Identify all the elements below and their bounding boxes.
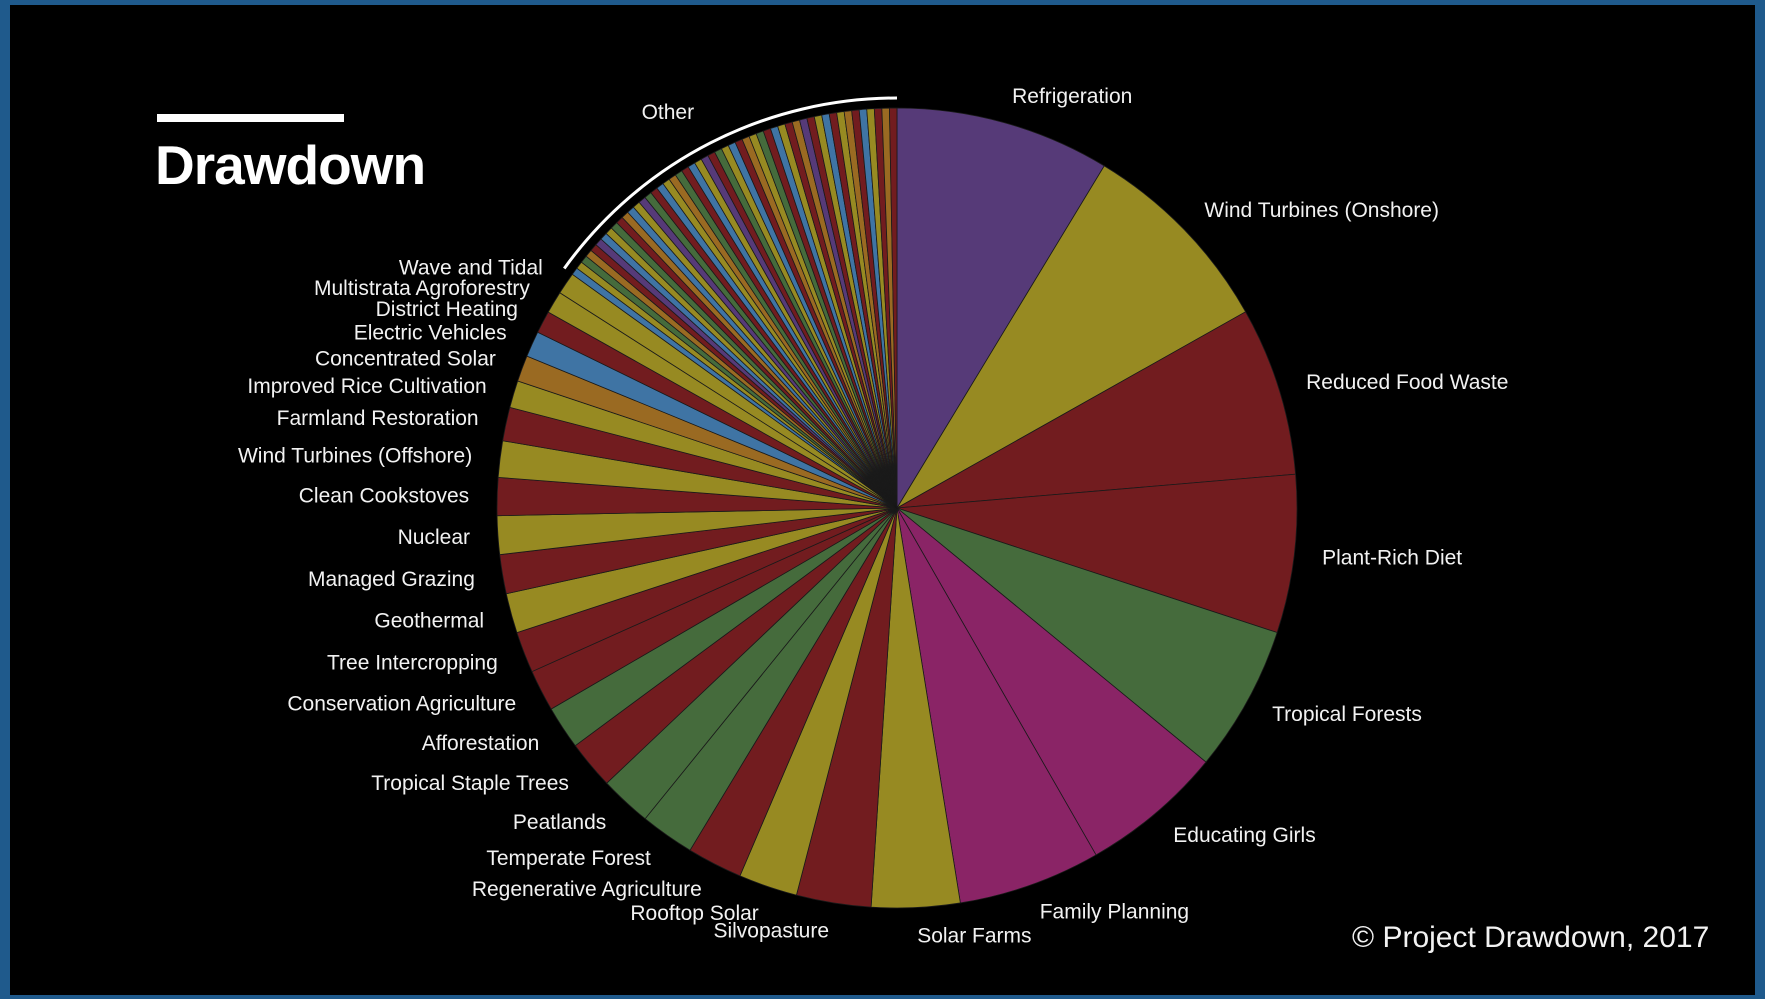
pie-slice: [896, 507, 1207, 856]
slice-label: Educating Girls: [1173, 824, 1315, 847]
slice-label: Family Planning: [1040, 901, 1189, 924]
pie-slice: [896, 311, 1297, 509]
pie-slice: [896, 107, 1105, 510]
slice-label: Concentrated Solar: [315, 348, 496, 371]
other-label: Other: [642, 101, 695, 124]
slice-label: Farmland Restoration: [277, 407, 479, 430]
slice-label: Improved Rice Cultivation: [247, 375, 486, 398]
slice-label: Electric Vehicles: [354, 322, 507, 345]
slice-label: Clean Cookstoves: [299, 485, 469, 508]
slice-label: Peatlands: [513, 811, 606, 834]
slice-label: Wind Turbines (Onshore): [1204, 199, 1439, 222]
slice-label: Conservation Agriculture: [287, 692, 516, 715]
slice-label: Wave and Tidal: [399, 257, 543, 280]
slice-label: Wind Turbines (Offshore): [238, 445, 472, 468]
other-bracket-arc: [563, 96, 898, 270]
slice-label: Managed Grazing: [308, 568, 475, 591]
slice-label: Temperate Forest: [486, 847, 651, 870]
slice-label: Nuclear: [398, 526, 470, 549]
slice-label: Plant-Rich Diet: [1322, 547, 1462, 570]
pie-slice: [896, 507, 1097, 904]
pie-slice: [895, 165, 1247, 510]
slice-labels: Refrigeration Wind Turbines (Onshore) Redu…: [238, 85, 1508, 948]
slice-label: Silvopasture: [713, 920, 829, 943]
brand-title: Drawdown: [155, 134, 426, 196]
pie-slices: [496, 107, 1298, 909]
slice-label: Tropical Staple Trees: [371, 772, 569, 795]
slice-label: Regenerative Agriculture: [472, 878, 702, 901]
slice-label: Afforestation: [422, 732, 540, 755]
copyright-notice: © Project Drawdown, 2017: [1352, 921, 1710, 954]
slice-label: Solar Farms: [917, 925, 1031, 948]
slice-label: Reduced Food Waste: [1306, 371, 1508, 394]
brand-rule: [157, 114, 344, 122]
slice-label: District Heating: [376, 298, 518, 321]
slice-label: Tree Intercropping: [327, 651, 498, 674]
pie-slice: [896, 507, 1278, 763]
slice-label: Geothermal: [374, 610, 484, 633]
slice-label: Rooftop Solar: [630, 902, 758, 925]
pie-slice: [896, 473, 1298, 634]
slice-label: Refrigeration: [1012, 85, 1132, 108]
slice-label: Multistrata Agroforestry: [314, 277, 530, 300]
pie-slice-other: [889, 107, 898, 509]
slice-label: Tropical Forests: [1272, 703, 1422, 726]
